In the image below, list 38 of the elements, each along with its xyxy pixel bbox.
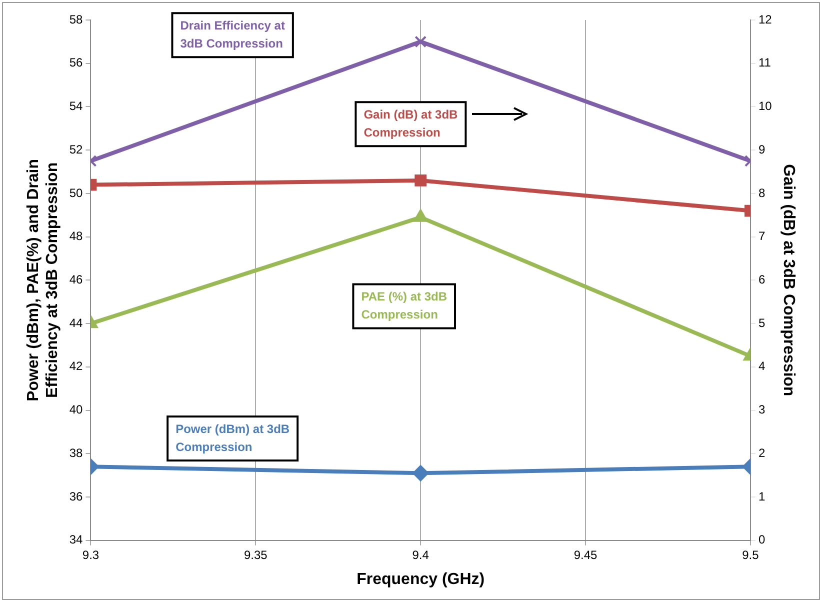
x-axis-title: Frequency (GHz) <box>356 570 485 588</box>
y2-tick-label: 0 <box>758 532 766 547</box>
x-tick-label: 9.3 <box>82 548 100 562</box>
y-tick-label: 56 <box>69 56 84 70</box>
y-tick-label: 42 <box>69 359 84 374</box>
y2-tick-label: 5 <box>758 316 766 330</box>
y2-tick-label: 3 <box>758 402 766 417</box>
y-tick-label: 40 <box>69 402 84 417</box>
series-label: Power (dBm) at 3dB Compression <box>176 422 290 454</box>
y-tick-label: 34 <box>69 532 84 547</box>
y-tick-label: 44 <box>69 316 84 330</box>
x-tick-label: 9.45 <box>574 548 598 562</box>
y2-tick-label: 11 <box>758 56 772 70</box>
y-tick-label: 38 <box>69 446 84 460</box>
y-tick-label: 52 <box>69 142 84 156</box>
x-tick-label: 9.4 <box>412 548 430 562</box>
y2-tick-label: 7 <box>758 229 766 244</box>
y2-tick-label: 8 <box>758 186 766 200</box>
text: Drain Efficiency at 3dB Compression <box>180 18 285 50</box>
y-axis-title: Power (dBm), PAE(%) and Drain Efficiency at 3dB Compression <box>25 159 62 402</box>
y2-tick-label: 2 <box>758 446 766 460</box>
y2-tick-label: 4 <box>758 359 766 374</box>
y2-tick-label: 12 <box>758 12 772 26</box>
y2-tick-label: 1 <box>758 489 766 504</box>
text: PAE (%) at 3dB Compression <box>361 290 448 322</box>
y-tick-label: 36 <box>69 489 84 504</box>
y-tick-label: 46 <box>69 272 84 287</box>
y2-tick-label: 9 <box>758 142 766 156</box>
y-tick-label: 50 <box>69 186 84 200</box>
y-tick-label: 58 <box>69 12 84 26</box>
y-tick-label: 48 <box>69 229 84 244</box>
y-tick-label: 54 <box>69 99 84 114</box>
y2-axis-title: Gain (dB) at 3dB Compression <box>780 164 797 396</box>
text: Gain (dB) at 3dB Compression <box>364 107 458 140</box>
y2-tick-label: 6 <box>758 272 766 287</box>
y2-tick-label: 10 <box>758 99 772 114</box>
x-tick-label: 9.5 <box>742 548 760 562</box>
x-tick-label: 9.35 <box>244 548 268 562</box>
